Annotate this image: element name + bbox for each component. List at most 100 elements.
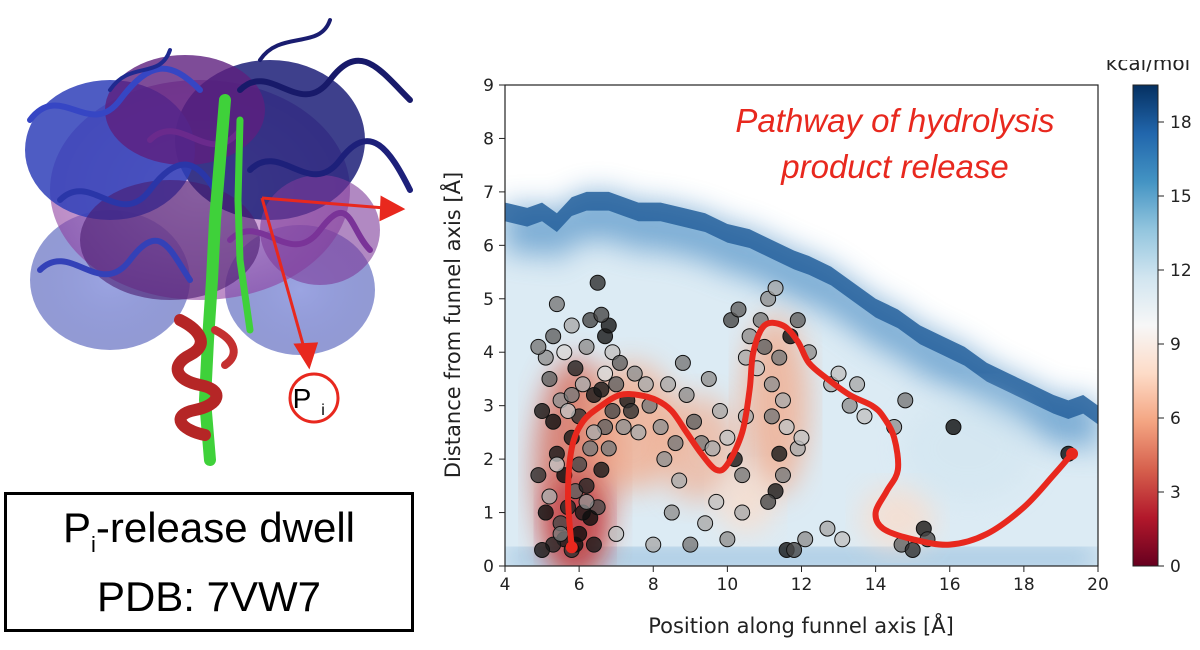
- scatter-point: [593, 306, 610, 323]
- protein-surface: [25, 55, 380, 355]
- y-tick-label: 6: [483, 236, 494, 256]
- protein-ribbons: [27, 18, 413, 283]
- scatter-point: [719, 531, 736, 548]
- dwell-label: Pi-release dwell: [62, 503, 356, 557]
- scatter-point: [541, 488, 558, 505]
- scatter-point: [530, 338, 547, 355]
- colorbar-tick-label: 12: [1170, 261, 1192, 281]
- scatter-point: [767, 280, 784, 297]
- scatter-point: [708, 493, 725, 510]
- scatter-point: [615, 419, 632, 436]
- scatter-point: [663, 504, 680, 521]
- scatter-point: [585, 424, 602, 441]
- energy-barrier-edge: [505, 191, 1098, 425]
- scatter-point: [771, 445, 788, 462]
- scatter-point: [578, 477, 595, 494]
- scatter-point: [830, 365, 847, 382]
- scatter-point: [545, 328, 562, 345]
- colorbar-tick-label: 18: [1170, 113, 1192, 133]
- y-tick-label: 0: [483, 557, 494, 577]
- annotation-line-2: product release: [780, 148, 1008, 185]
- central-helix: [198, 94, 254, 466]
- scatter-point: [856, 408, 873, 425]
- scatter-point: [682, 536, 699, 553]
- scatter-point: [656, 451, 673, 468]
- y-tick-label: 7: [483, 183, 494, 203]
- scatter-point: [537, 504, 554, 521]
- scatter-point: [578, 493, 595, 510]
- scatter-point: [763, 408, 780, 425]
- scatter-point: [608, 525, 625, 542]
- scatter-point: [585, 536, 602, 553]
- scatter-point: [819, 520, 836, 537]
- scatter-point: [793, 429, 810, 446]
- scatter-point: [674, 354, 691, 371]
- scatter-point: [774, 392, 791, 409]
- pi-subscript: i: [321, 402, 325, 419]
- scatter-point: [763, 376, 780, 393]
- colorbar-ticks: 0 3 6 9 12 15 18: [1158, 113, 1192, 577]
- scatter-point: [593, 381, 610, 398]
- x-tick-label: 4: [500, 575, 511, 595]
- scatter-point: [563, 386, 580, 403]
- scatter-point: [904, 541, 921, 558]
- colorbar-label: kcal/mol: [1106, 60, 1190, 75]
- scatter-point: [604, 403, 621, 420]
- scatter-point: [571, 456, 588, 473]
- scatter-point: [697, 515, 714, 532]
- colorbar-tick-label: 9: [1170, 335, 1181, 355]
- scatter-point: [593, 461, 610, 478]
- scatter-point: [548, 456, 565, 473]
- red-helix-subunit: [171, 314, 238, 441]
- scatter-point: [774, 467, 791, 484]
- energy-basin: [901, 394, 1035, 502]
- scatter-point: [637, 376, 654, 393]
- y-tick-label: 1: [483, 504, 494, 524]
- scatter-point: [719, 429, 736, 446]
- scatter-point: [534, 541, 551, 558]
- scatter-point: [730, 301, 747, 318]
- x-axis-ticks: 4 6 8 10 12 14 16 18 20: [500, 566, 1109, 595]
- scatter-point: [582, 509, 599, 526]
- x-tick-label: 14: [865, 575, 887, 595]
- scatter-point: [560, 403, 577, 420]
- scatter-point: [582, 440, 599, 457]
- scatter-point: [567, 360, 584, 377]
- scatter-point: [630, 424, 647, 441]
- scatter-point: [552, 525, 569, 542]
- scatter-point: [645, 536, 662, 553]
- scatter-point: [760, 493, 777, 510]
- x-axis-label: Position along funnel axis [Å]: [648, 612, 954, 638]
- x-tick-label: 10: [717, 575, 739, 595]
- scatter-point: [778, 419, 795, 436]
- x-tick-label: 18: [1013, 575, 1035, 595]
- energy-floor-band: [505, 549, 1098, 566]
- colorbar-tick-label: 0: [1170, 557, 1181, 577]
- pathway-line: [565, 319, 1076, 551]
- colorbar: 0 3 6 9 12 15 18 kcal/mol: [1106, 60, 1192, 577]
- scatter-point: [686, 413, 703, 430]
- scatter-point: [534, 403, 551, 420]
- scatter-point: [600, 440, 617, 457]
- x-tick-label: 8: [648, 575, 659, 595]
- scatter-point: [545, 413, 562, 430]
- scatter-point: [667, 435, 684, 452]
- scatter-point: [704, 440, 721, 457]
- colorbar-tick-label: 15: [1170, 187, 1192, 207]
- pi-circle: [288, 372, 340, 424]
- annotation-line-1: Pathway of hydrolysis: [735, 102, 1054, 139]
- release-arrows: [260, 195, 406, 370]
- y-tick-label: 3: [483, 397, 494, 417]
- x-tick-label: 6: [574, 575, 585, 595]
- scatter-point: [734, 504, 751, 521]
- scatter-point: [789, 312, 806, 329]
- scatter-point: [608, 376, 625, 393]
- y-tick-label: 5: [483, 290, 494, 310]
- colorbar-tick-label: 3: [1170, 483, 1181, 503]
- pdb-id-label: PDB: 7VW7: [96, 572, 322, 620]
- protein-structure-image: P i: [25, 18, 413, 466]
- x-tick-label: 12: [791, 575, 813, 595]
- x-tick-label: 20: [1087, 575, 1109, 595]
- scatter-point: [652, 419, 669, 436]
